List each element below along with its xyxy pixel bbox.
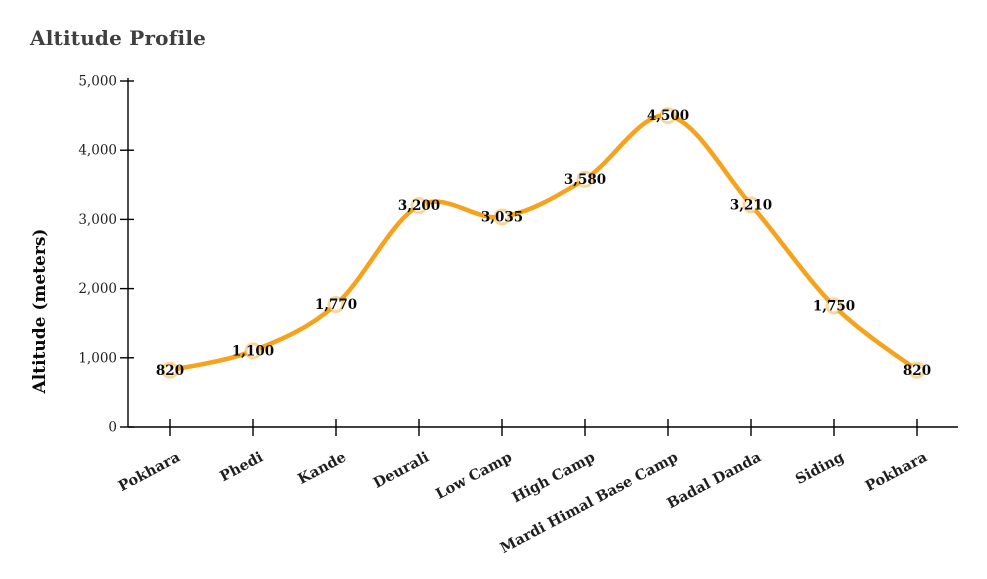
y-tick-label: 0 (108, 420, 117, 436)
series-line (167, 113, 920, 373)
x-tick-label: Pokhara (863, 448, 931, 495)
data-point-marker (576, 170, 594, 188)
data-point-marker (244, 342, 262, 360)
data-point-label: 820 (903, 363, 931, 379)
data-point-label: 4,500 (647, 108, 689, 124)
data-point-label: 820 (156, 363, 184, 379)
x-tick-label: Phedi (217, 448, 266, 485)
data-point-label: 1,770 (315, 297, 357, 313)
x-tick-label: Pokhara (116, 448, 184, 495)
data-point-label: 3,200 (398, 198, 440, 214)
x-tick-label: Low Camp (433, 449, 515, 503)
y-tick-label: 2,000 (78, 281, 117, 297)
y-tick-label: 5,000 (78, 74, 117, 90)
x-tick-label: Siding (793, 449, 847, 489)
data-point-label: 1,750 (813, 298, 855, 314)
data-point-marker (161, 361, 179, 379)
data-point-label: 3,210 (730, 197, 772, 213)
data-point-marker (327, 296, 345, 314)
data-point-marker (742, 196, 760, 214)
data-point-marker (659, 107, 677, 125)
chart-title: Altitude Profile (30, 26, 207, 50)
y-axis-title: Altitude (meters) (30, 229, 50, 395)
data-point-marker (410, 197, 428, 215)
data-point-label: 3,035 (481, 209, 523, 225)
x-tick-label: Kande (295, 449, 349, 488)
x-tick-label: Badal Danda (664, 448, 764, 512)
y-tick-label: 3,000 (78, 212, 117, 228)
y-tick-label: 1,000 (78, 350, 117, 366)
y-tick-label: 4,000 (78, 143, 117, 159)
data-point-marker (493, 208, 511, 226)
data-point-marker (825, 297, 843, 315)
x-tick-label: Deurali (371, 448, 433, 492)
data-point-marker (908, 361, 926, 379)
data-point-label: 1,100 (232, 343, 274, 359)
data-point-label: 3,580 (564, 172, 606, 188)
